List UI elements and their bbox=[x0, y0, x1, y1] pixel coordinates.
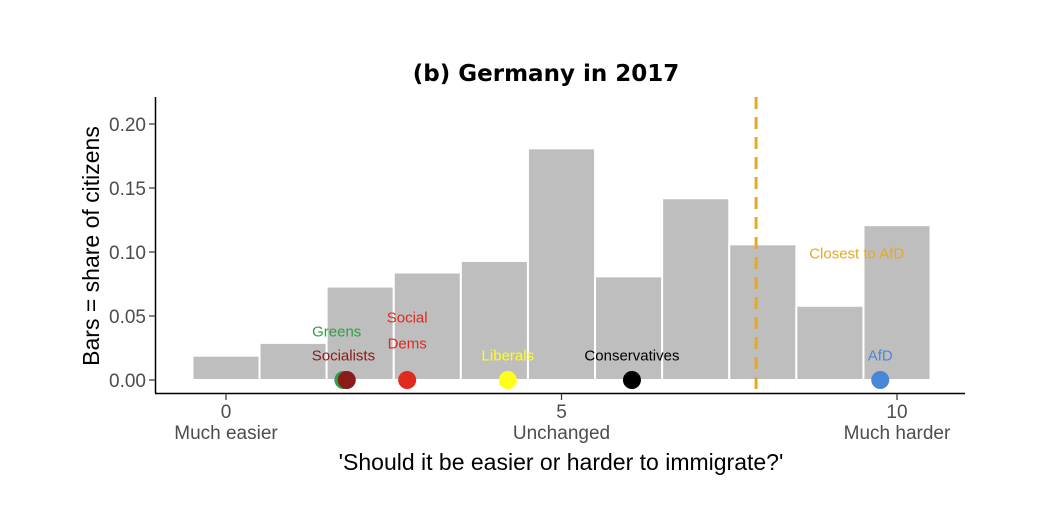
party-point-afd bbox=[871, 371, 890, 389]
party-point-liberals bbox=[498, 371, 517, 389]
bar-2 bbox=[325, 285, 395, 381]
party-point-socialists bbox=[337, 371, 356, 389]
reference-line-layer: Closest to AfD bbox=[754, 97, 904, 393]
party-label-social-dems: Social bbox=[387, 309, 428, 326]
party-label-greens: Greens bbox=[312, 323, 361, 340]
party-label-conservatives: Conservatives bbox=[584, 348, 679, 365]
y-ticks-layer: 0.00 0.05 0.10 0.15 0.20 bbox=[109, 115, 155, 392]
bars-layer bbox=[191, 147, 932, 382]
bar-0 bbox=[191, 354, 261, 381]
closest-to-afd-label: Closest to AfD bbox=[809, 245, 904, 262]
bar-1 bbox=[258, 341, 328, 382]
chart-title: (b) Germany in 2017 bbox=[413, 61, 679, 87]
x-tick-label: 5 bbox=[556, 402, 567, 423]
party-label-liberals: Liberals bbox=[482, 348, 535, 365]
bar-10 bbox=[862, 224, 932, 381]
bar-3 bbox=[392, 271, 462, 382]
bar-5 bbox=[526, 147, 597, 381]
x-tick-sublabel: Much harder bbox=[844, 423, 951, 444]
x-axis-title: 'Should it be easier or harder to immigr… bbox=[339, 449, 784, 475]
party-label-socialists: Socialists bbox=[312, 348, 375, 365]
axes-layer bbox=[154, 97, 965, 395]
party-points-layer: Greens Socialists Social Dems Liberals Conser… bbox=[312, 309, 893, 389]
bar-9 bbox=[795, 304, 865, 382]
party-point-conservatives bbox=[622, 371, 641, 389]
party-point-social-dems bbox=[398, 371, 417, 389]
x-tick-label: 0 bbox=[221, 402, 232, 423]
bar-7 bbox=[661, 197, 731, 381]
y-tick-label: 0.15 bbox=[109, 179, 146, 200]
y-axis-title: Bars = share of citizens bbox=[78, 126, 104, 366]
party-label-afd: AfD bbox=[868, 348, 893, 365]
x-tick-sublabel: Much easier bbox=[174, 423, 278, 444]
y-tick-label: 0.00 bbox=[109, 371, 146, 392]
party-label-social-dems: Dems bbox=[388, 335, 427, 352]
bar-8 bbox=[728, 243, 798, 381]
y-tick-label: 0.10 bbox=[109, 243, 146, 264]
x-tick-label: 10 bbox=[886, 402, 907, 423]
x-tick-sublabel: Unchanged bbox=[513, 423, 610, 444]
y-tick-label: 0.20 bbox=[109, 115, 146, 136]
y-tick-label: 0.05 bbox=[109, 307, 146, 328]
